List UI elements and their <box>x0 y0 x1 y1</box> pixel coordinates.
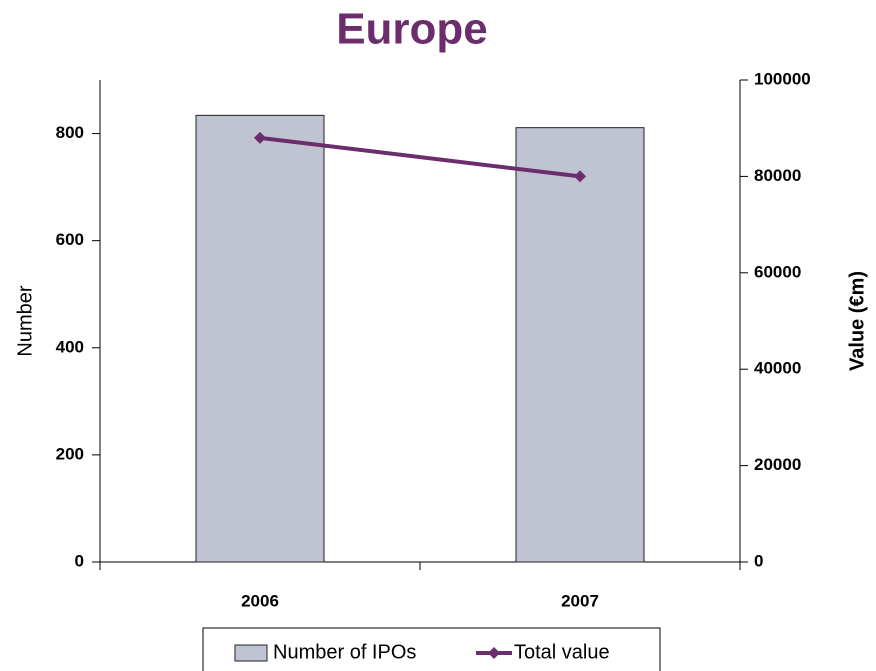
legend-box <box>202 627 661 671</box>
y2-tick-label: 80000 <box>754 166 801 185</box>
y-axis-label: Number <box>14 285 36 356</box>
line <box>259 135 581 179</box>
y2-tick-label: 0 <box>754 551 763 570</box>
y2-axis-label: Value (€m) <box>846 271 868 371</box>
line-marker <box>574 170 586 183</box>
legend-marker <box>488 647 500 659</box>
legend-label: Total value <box>514 641 610 663</box>
y2-tick-label: 100000 <box>754 69 811 88</box>
y2-tick-label: 40000 <box>754 359 801 378</box>
bar <box>515 127 645 563</box>
y-tick-label: 400 <box>56 337 84 356</box>
y2-tick-label: 20000 <box>754 455 801 474</box>
bar <box>195 114 325 563</box>
x-tick-label: 2006 <box>241 591 279 610</box>
x-tick-label: 2007 <box>561 591 599 610</box>
y-tick-label: 200 <box>56 444 84 463</box>
y-tick-label: 0 <box>75 551 84 570</box>
y2-tick-label: 60000 <box>754 262 801 281</box>
y-tick-label: 600 <box>56 230 84 249</box>
y-tick-label: 800 <box>56 123 84 142</box>
legend-label: Number of IPOs <box>273 641 416 663</box>
chart-title: Europe <box>336 5 488 54</box>
legend-swatch <box>234 644 268 662</box>
line-marker <box>254 131 266 144</box>
